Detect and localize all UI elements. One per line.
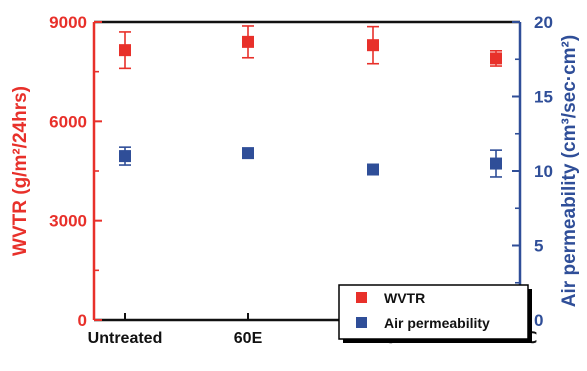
right-tick-label: 15 [534,88,553,107]
x-tick-label: Untreated [88,330,163,347]
wvtr-point [119,44,131,57]
wvtr-point [367,39,379,52]
right-tick-label: 5 [534,237,543,256]
right-axis-label: Air permeability (cm³/sec·cm²) [559,35,580,307]
legend-marker-wvtr [356,292,367,303]
plot-marks [119,25,502,178]
legend-marker-air [356,317,367,328]
wvtr-point [490,52,502,65]
left-tick-label: 0 [78,311,87,330]
air-permeability-point [242,147,254,160]
right-tick-label: 10 [534,162,553,181]
air-permeability-point [367,163,379,176]
axis-labels: WVTR (g/m²/24hrs) Air permeability (cm³/… [10,35,580,307]
legend: WVTR Air permeability [338,284,532,343]
left-tick-label: 9000 [49,13,87,32]
legend-label-wvtr: WVTR [384,290,425,306]
air-permeability-point [490,157,502,170]
right-tick-label: 0 [534,311,543,330]
x-tick-label: 60E [234,330,263,347]
legend-box [338,284,529,340]
legend-label-air: Air permeability [384,315,490,331]
air-permeability-point [119,150,131,163]
left-axis-label: WVTR (g/m²/24hrs) [10,86,31,256]
left-tick-label: 3000 [49,212,87,231]
right-tick-label: 20 [534,13,553,32]
left-tick-label: 6000 [49,112,87,131]
wvtr-point [242,35,254,48]
